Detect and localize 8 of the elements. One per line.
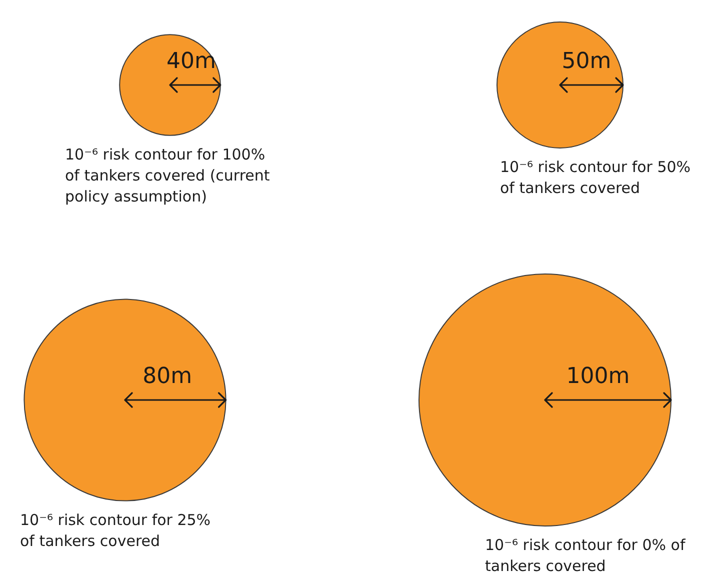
data-label: 80m: [142, 364, 192, 389]
data-label: 50m: [562, 49, 612, 74]
data-label: 100m: [566, 364, 630, 389]
category-label: 10⁻⁶ risk contour for 0% of tankers covered: [485, 536, 686, 575]
data-label: 40m: [166, 49, 216, 74]
category-label: 10⁻⁶ risk contour for 100% of tankers covered (current policy assumption): [65, 145, 270, 206]
category-label: 10⁻⁶ risk contour for 25% of tankers covered: [20, 510, 211, 550]
category-label: 10⁻⁶ risk contour for 50% of tankers covered: [500, 158, 691, 197]
